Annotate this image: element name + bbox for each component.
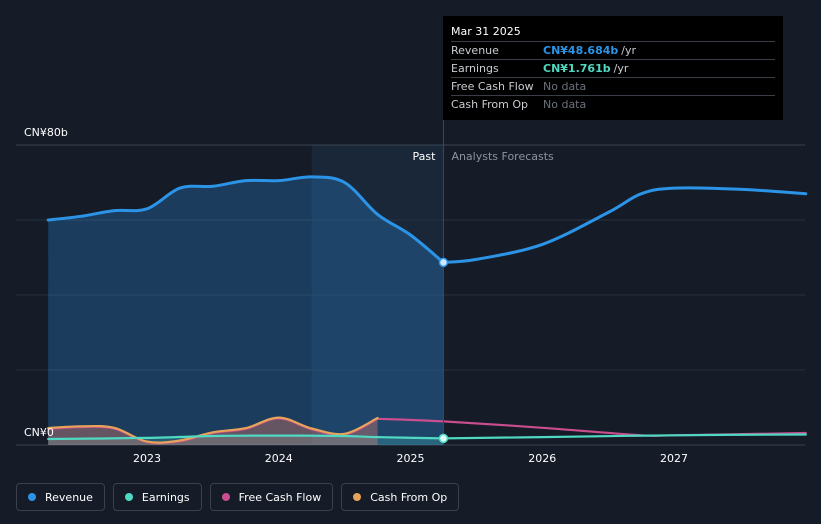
revenue-marker <box>438 257 449 268</box>
legend-item-free-cash-flow[interactable]: Free Cash Flow <box>209 483 334 511</box>
series-lines <box>46 175 808 445</box>
earnings-line-past <box>47 434 445 441</box>
revenue-line-forecast <box>441 186 808 264</box>
tooltip-label: Free Cash Flow <box>451 80 534 93</box>
x-axis-tick-label: 2025 <box>397 452 425 465</box>
tooltip-label: Earnings <box>451 62 499 75</box>
legend-item-revenue[interactable]: Revenue <box>16 483 105 511</box>
earnings-line-forecast <box>442 433 807 440</box>
tooltip-date: Mar 31 2025 <box>451 25 521 38</box>
tooltip-row-free-cash-flow: Free Cash Flow No data <box>451 77 775 95</box>
past-label: Past <box>413 150 437 163</box>
x-axis-tick-label: 2027 <box>660 452 688 465</box>
tooltip-unit: /yr <box>621 44 637 57</box>
x-axis-ticks: 2023 2024 2025 2026 2027 <box>133 452 688 465</box>
legend-label: Revenue <box>45 490 93 504</box>
earnings-marker <box>438 433 449 444</box>
tooltip-row-revenue: Revenue CN¥48.684b /yr <box>451 41 775 59</box>
tooltip-value: CN¥48.684b <box>543 44 619 57</box>
tooltip-row-cash-from-op: Cash From Op No data <box>451 95 775 113</box>
y-axis-tick-zero: CN¥0 <box>24 426 54 439</box>
x-axis-tick-label: 2024 <box>265 452 293 465</box>
y-axis-tick-top: CN¥80b <box>24 126 68 139</box>
tooltip-row-earnings: Earnings CN¥1.761b /yr <box>451 59 775 77</box>
legend-dot-icon <box>353 493 362 501</box>
cash-from-op-line-past <box>47 416 379 444</box>
tooltip: Mar 31 2025 Revenue CN¥48.684b /yr Earni… <box>443 16 783 120</box>
x-axis-tick-label: 2023 <box>133 452 161 465</box>
hover-markers <box>438 257 449 444</box>
legend-label: Earnings <box>141 490 190 504</box>
legend-dot-icon <box>124 493 133 501</box>
legend-label: Cash From Op <box>370 490 448 504</box>
forecast-label: Analysts Forecasts <box>451 150 554 163</box>
legend-item-earnings[interactable]: Earnings <box>112 483 202 511</box>
legend-label: Free Cash Flow <box>238 490 322 504</box>
revenue-line-past <box>46 175 445 264</box>
legend-dot-icon <box>28 493 36 501</box>
x-axis-tick-label: 2026 <box>528 452 556 465</box>
tooltip-label: Revenue <box>451 44 499 57</box>
legend: Revenue Earnings Free Cash Flow Cash Fro… <box>16 483 460 511</box>
legend-dot-icon <box>221 493 230 501</box>
legend-item-cash-from-op[interactable]: Cash From Op <box>341 483 460 511</box>
tooltip-unit: /yr <box>613 62 629 75</box>
tooltip-label: Cash From Op <box>451 98 529 111</box>
revenue-area <box>48 176 444 445</box>
tooltip-nodata: No data <box>543 80 587 93</box>
gridlines <box>16 144 805 446</box>
tooltip-value: CN¥1.761b <box>543 62 611 75</box>
tooltip-nodata: No data <box>543 98 587 111</box>
